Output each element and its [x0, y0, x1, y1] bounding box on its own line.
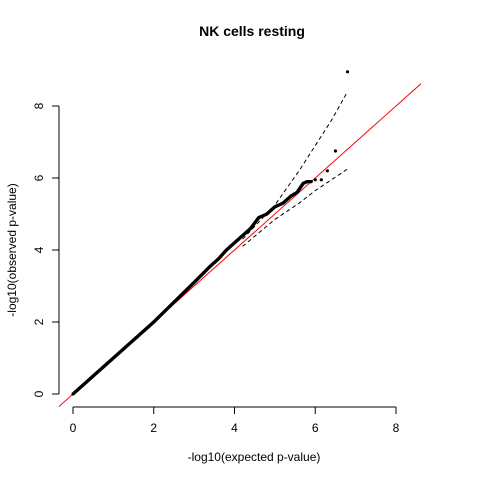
y-tick-label-2: 4 — [32, 246, 46, 253]
y-tick-label-4: 8 — [32, 102, 46, 109]
confidence-band-lower — [242, 168, 348, 247]
data-points — [71, 70, 350, 396]
x-tick-label-0: 0 — [70, 421, 77, 435]
x-tick-label-2: 4 — [231, 421, 238, 435]
x-tick-label-3: 6 — [312, 421, 319, 435]
x-tick-label-1: 2 — [150, 421, 157, 435]
data-point-406 — [309, 180, 313, 184]
data-point-409 — [325, 169, 329, 173]
y-tick-label-3: 6 — [32, 174, 46, 181]
x-tick-label-4: 8 — [393, 421, 400, 435]
data-point-411 — [345, 70, 350, 74]
x-axis-ticks: 0 2 4 6 8 — [70, 407, 400, 435]
data-point-407 — [313, 178, 317, 182]
chart-title: NK cells resting — [199, 23, 305, 39]
y-axis-title: -log10(observed p-value) — [5, 183, 19, 316]
data-point-410 — [333, 149, 338, 153]
y-tick-label-0: 0 — [32, 390, 46, 397]
data-point-408 — [319, 178, 323, 182]
x-axis-title: -log10(expected p-value) — [188, 450, 321, 464]
confidence-band — [242, 91, 348, 247]
y-tick-label-1: 2 — [32, 318, 46, 325]
confidence-band-upper — [242, 91, 348, 240]
y-axis-ticks: 0 2 4 6 8 — [32, 102, 59, 397]
